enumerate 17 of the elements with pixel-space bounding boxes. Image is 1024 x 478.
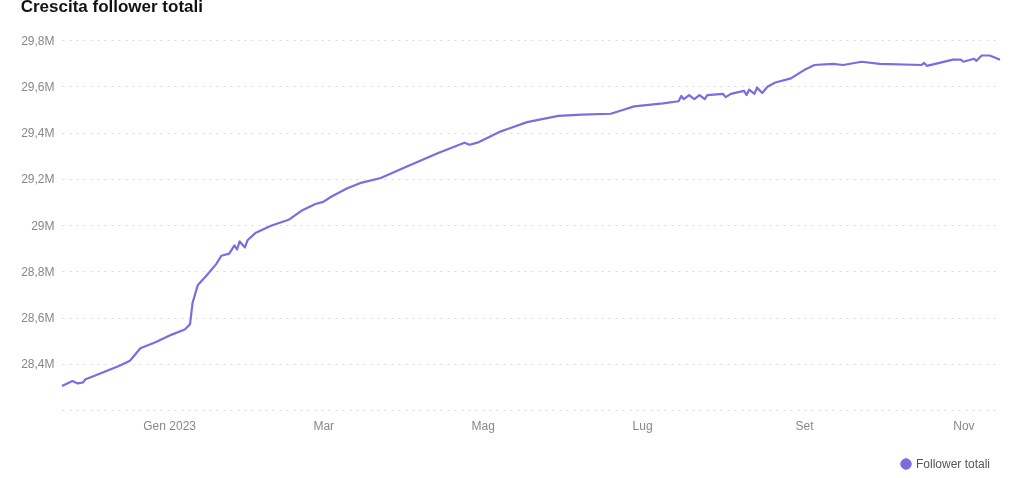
x-tick-label: Mar (313, 418, 335, 433)
y-tick-label: 28,8M (21, 264, 55, 279)
y-tick-label: 29,4M (21, 126, 55, 140)
x-tick-label: Gen 2023 (143, 418, 197, 433)
y-tick-label: 28,4M (21, 357, 55, 372)
y-tick-label: 29,8M (21, 33, 55, 48)
x-tick-label: Lug (632, 418, 653, 433)
x-tick-label: Mag (471, 418, 495, 433)
x-tick-label: Nov (953, 418, 975, 433)
y-tick-label: 29M (31, 218, 55, 233)
y-tick-label: 29,2M (21, 172, 55, 187)
chart-title: Crescita follower totali (20, 0, 203, 16)
legend-label: Follower totali (916, 457, 991, 471)
y-tick-label: 29,6M (21, 79, 55, 94)
y-tick-label: 28,6M (21, 311, 55, 325)
line-series (60, 54, 1002, 388)
x-tick-label: Set (795, 418, 815, 433)
